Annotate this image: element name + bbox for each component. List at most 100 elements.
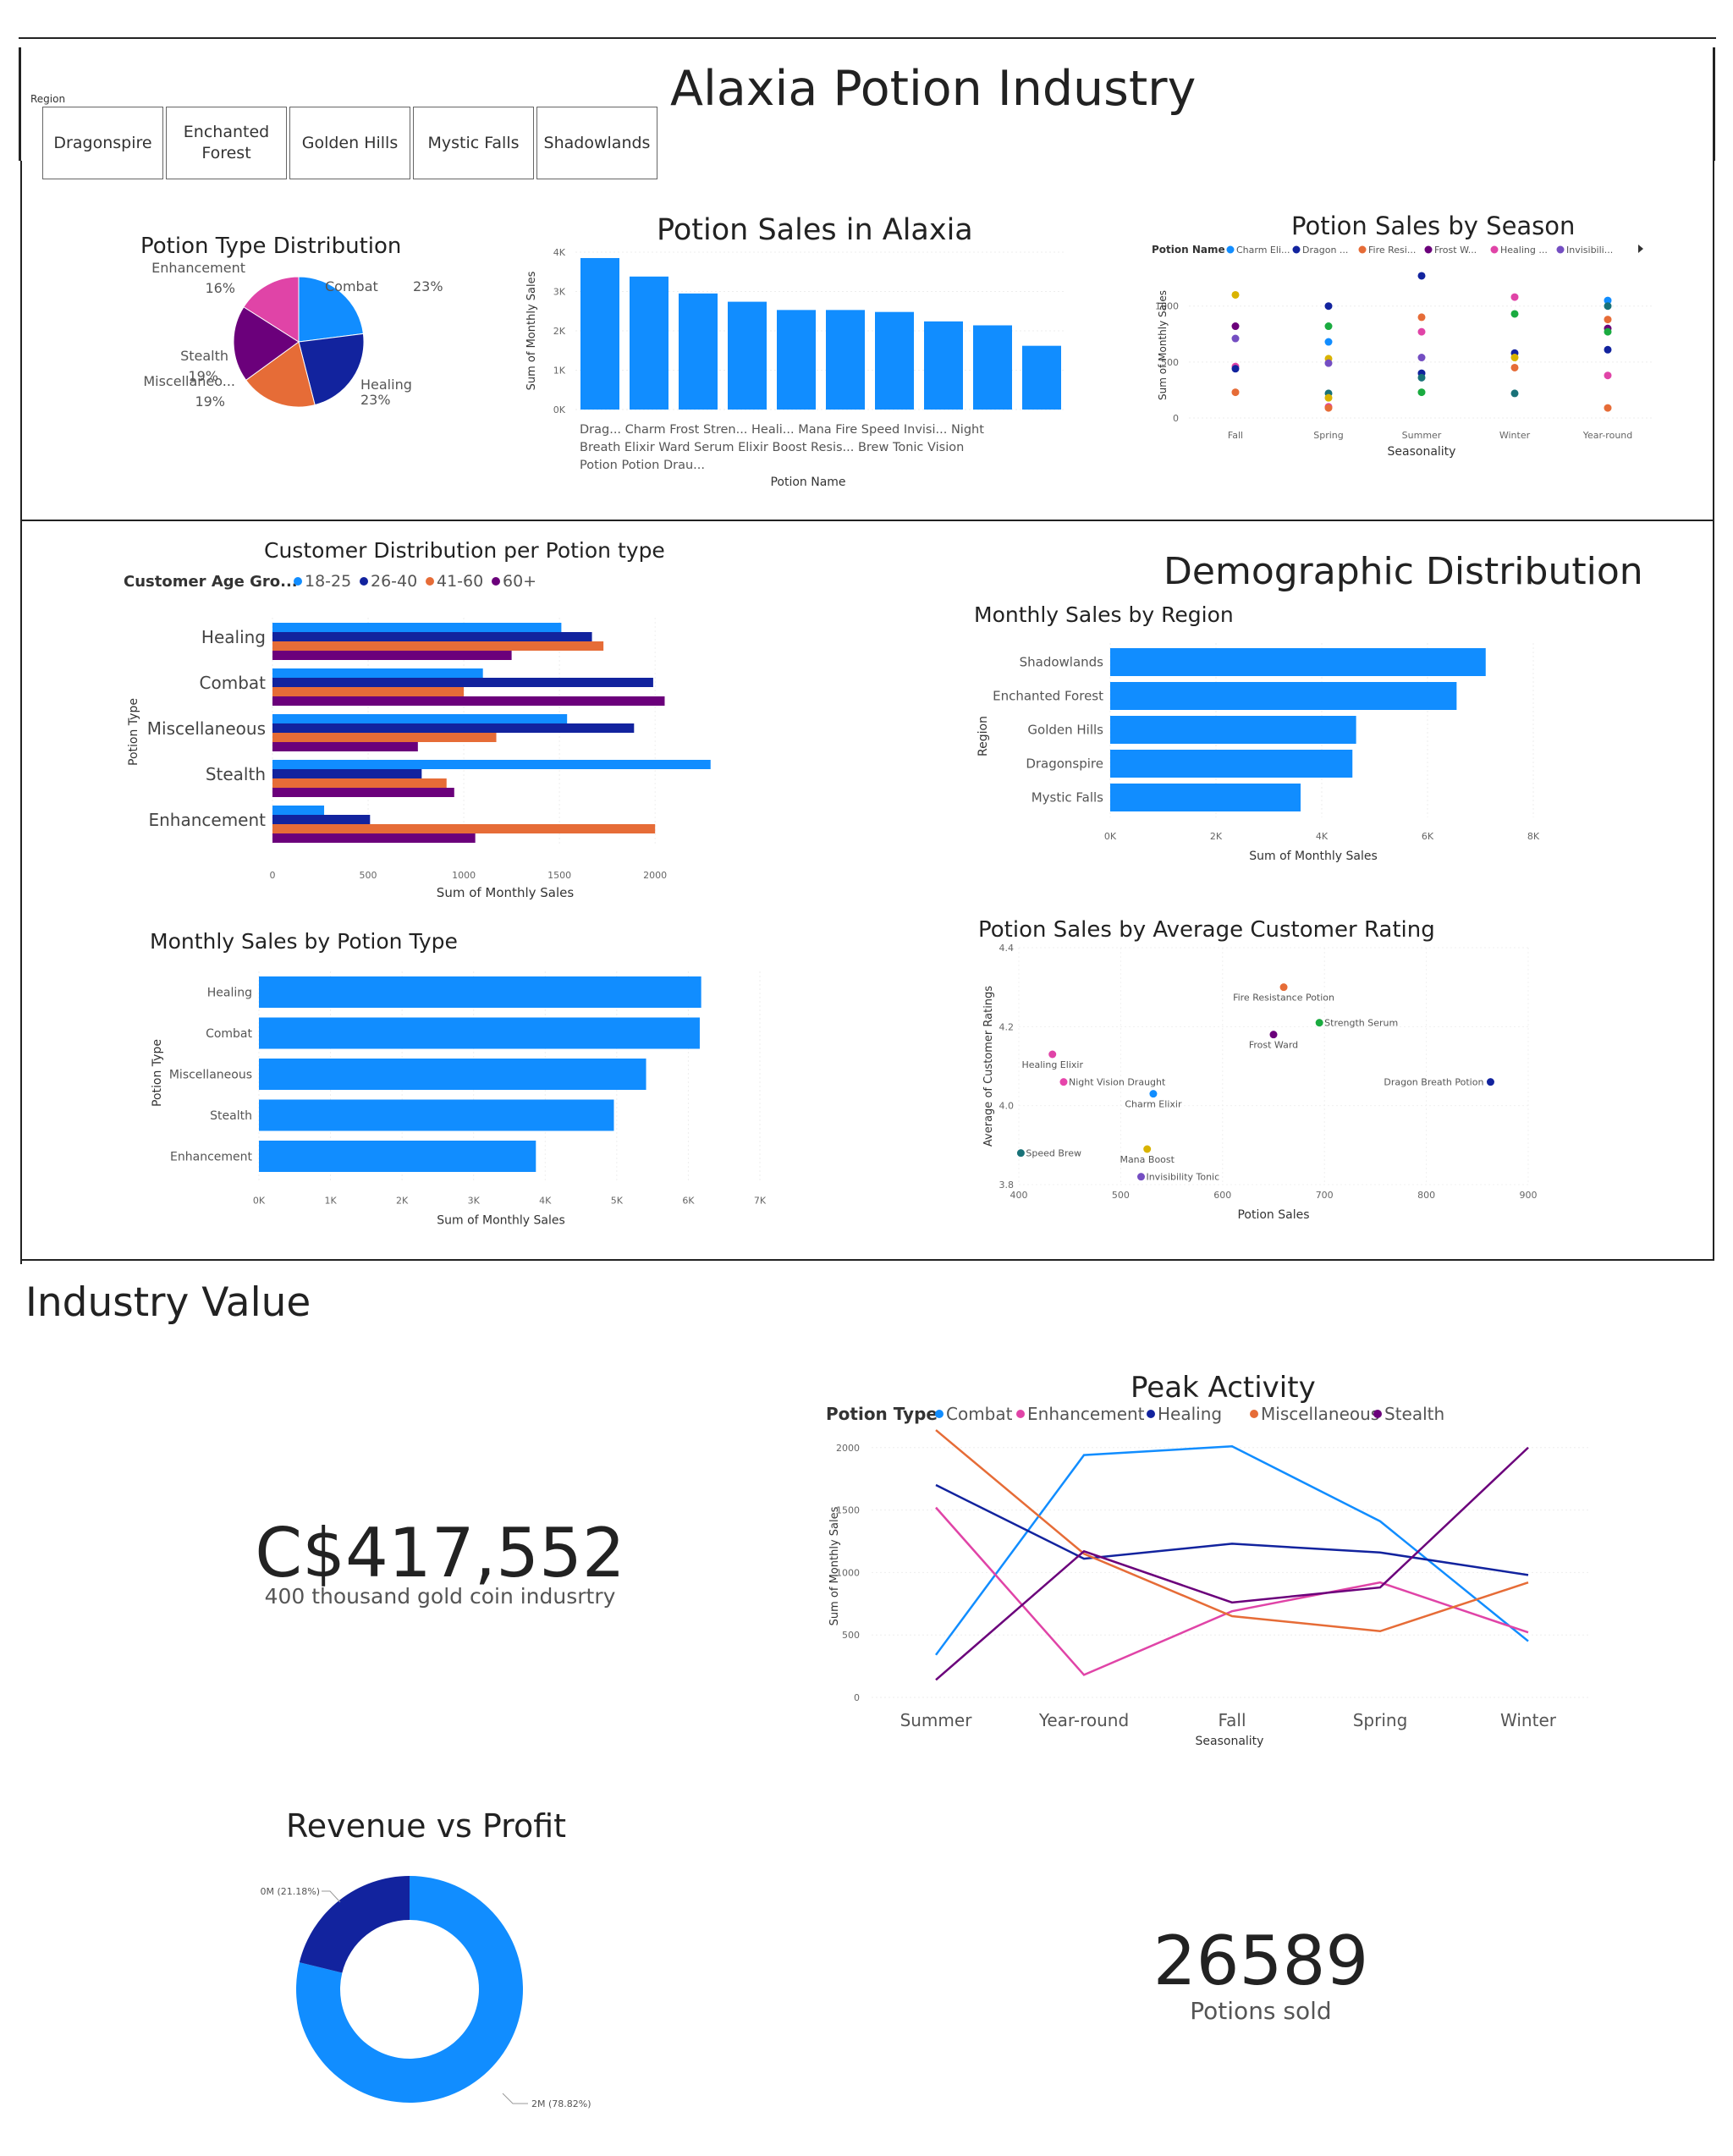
legend-label-1: 26-40: [371, 572, 417, 591]
scatter-point-15: [1417, 272, 1426, 280]
y-tick-label: 1000: [836, 1567, 860, 1578]
x-tick-label: Fall: [1218, 1710, 1246, 1730]
slicer-shadowlands[interactable]: Shadowlands: [536, 107, 657, 179]
y-tick-label: 0K: [553, 404, 566, 415]
scatter-point-25: [1510, 354, 1519, 362]
potion-sales-bar-chart: 0K 1K 2K 3K 4K Drag... Charm Frost Stren... H…: [525, 247, 1066, 489]
bar-3: [728, 301, 767, 410]
slicer-mystic-falls[interactable]: Mystic Falls: [413, 107, 534, 179]
bar-0: [259, 976, 701, 1008]
legend-marker-3: [1424, 245, 1433, 254]
x-tick-label: 0: [270, 870, 276, 881]
legend-label-2: 41-60: [437, 572, 483, 591]
legend-label-4: Stealth: [1384, 1404, 1444, 1424]
x-tick-label: 800: [1417, 1190, 1435, 1201]
scatter-point-7: [1324, 322, 1333, 331]
y-tick-label: 4.4: [999, 943, 1015, 954]
pie-pct-4: 16%: [205, 280, 235, 296]
y-category-label: Enchanted Forest: [993, 689, 1103, 704]
scatter-point-28: [1604, 296, 1612, 305]
scatter-point-4: [1059, 1078, 1068, 1086]
x-tick-label: 1500: [547, 870, 571, 881]
y-tick-label: 1000: [1155, 301, 1179, 312]
x-tick-label: 8K: [1527, 831, 1540, 842]
line-series-1: [935, 1506, 1529, 1676]
scatter-point-0: [1231, 290, 1240, 299]
legend-marker-3: [492, 577, 500, 586]
legend-label-0: 18-25: [305, 572, 351, 591]
bar-2-3: [272, 742, 418, 751]
scatter-point-21: [1417, 388, 1426, 397]
scatter-point-33: [1604, 345, 1612, 354]
scatter-point-27: [1510, 389, 1519, 398]
x-tick-label: 1K: [324, 1196, 337, 1207]
scatter-point-12: [1324, 393, 1333, 402]
x-axis-label-line: Breath Elixir Ward Serum Elixir Boost Re…: [580, 441, 964, 454]
bar-3: [1110, 750, 1353, 778]
legend-title: Customer Age Gro...: [124, 573, 298, 591]
legend-marker-1: [1292, 245, 1301, 254]
legend-marker-4: [1490, 245, 1499, 254]
x-tick-label: Summer: [1402, 430, 1442, 441]
y-category-label: Enhancement: [148, 810, 266, 830]
scatter-point-8: [1143, 1145, 1152, 1153]
y-category-label: Stealth: [206, 764, 266, 784]
region-title: Monthly Sales by Region: [974, 602, 1234, 627]
scatter-point-5: [1231, 388, 1240, 397]
y-tick-label: 4.2: [999, 1021, 1015, 1032]
y-axis-title: Sum of Monthly Sales: [525, 271, 538, 390]
x-axis-title: Sum of Monthly Sales: [437, 1214, 565, 1228]
pie-label-2: Miscellaneo...: [143, 373, 235, 389]
legend-label-3: Miscellaneous: [1261, 1404, 1379, 1424]
bar-1-3: [272, 696, 665, 706]
bar-0-3: [272, 651, 512, 660]
y-category-label: Shadowlands: [1020, 655, 1104, 670]
pie-slice-4: [243, 276, 300, 343]
bar-3-1: [272, 769, 422, 778]
scatter-point-2: [1231, 334, 1240, 343]
y-category-label: Dragonspire: [1026, 756, 1103, 772]
y-category-label: Miscellaneous: [169, 1069, 252, 1082]
donut-slice-0: [296, 1876, 523, 2103]
y-tick-label: 2K: [553, 326, 566, 337]
point-label-5: Dragon Breath Potion: [1384, 1077, 1483, 1088]
point-label-6: Charm Elixir: [1125, 1099, 1182, 1110]
x-tick-label: 2000: [643, 870, 667, 881]
x-tick-label: Summer: [900, 1710, 973, 1730]
slicer-golden-hills[interactable]: Golden Hills: [289, 107, 410, 179]
point-label-9: Invisibility Tonic: [1146, 1172, 1219, 1183]
region-bar-chart: 0K 2K 4K 6K 8K Shadowlands Enchanted Forest Gol…: [977, 643, 1540, 863]
legend-marker-0: [935, 1410, 944, 1418]
x-tick-label: 4K: [539, 1196, 552, 1207]
legend-label-4: Healing ...: [1500, 245, 1548, 256]
leader-line-0: [502, 2093, 528, 2104]
donut-label-1: 0M (21.18%): [260, 1886, 320, 1897]
x-tick-label: 5K: [611, 1196, 624, 1207]
slicer-label: Region: [30, 93, 66, 105]
pie-slice-2: [245, 341, 316, 408]
slicer-enchanted-forest[interactable]: Enchanted Forest: [166, 107, 287, 179]
legend-next-arrow: [1638, 245, 1643, 253]
rating-scatter-chart: 400 500 600 700 800 900 3.8 4.0 4.2 4.4 Fire Resis…: [982, 943, 1538, 1222]
kpi-card-value: C$417,552 400 thousand gold coin indusrt…: [254, 1518, 626, 1609]
y-tick-label: 0: [1173, 413, 1179, 424]
bar-4: [777, 310, 816, 410]
x-axis-label-line: Drag... Charm Frost Stren... Heali... Ma…: [580, 423, 984, 437]
industry-heading: Industry Value: [25, 1279, 311, 1326]
legend-label-2: Healing: [1158, 1404, 1222, 1424]
legend-label-3: 60+: [503, 572, 536, 591]
y-tick-label: 1K: [553, 366, 566, 377]
legend-title: Potion Type: [826, 1404, 938, 1424]
scatter-point-14: [1324, 404, 1333, 412]
potions-sold-value: 26589: [1153, 1922, 1369, 2000]
pie-label-1: Healing: [360, 377, 412, 393]
scatter-point-0: [1279, 983, 1288, 992]
slicer-dragonspire[interactable]: Dragonspire: [42, 107, 163, 179]
bar-5: [826, 310, 865, 410]
right-border: [1713, 161, 1714, 1259]
scatter-point-10: [1324, 359, 1333, 367]
pie-title: Potion Type Distribution: [140, 234, 402, 259]
y-tick-label: 0: [854, 1692, 860, 1703]
bar-4-1: [272, 815, 371, 824]
scatter-point-6: [1149, 1090, 1158, 1098]
